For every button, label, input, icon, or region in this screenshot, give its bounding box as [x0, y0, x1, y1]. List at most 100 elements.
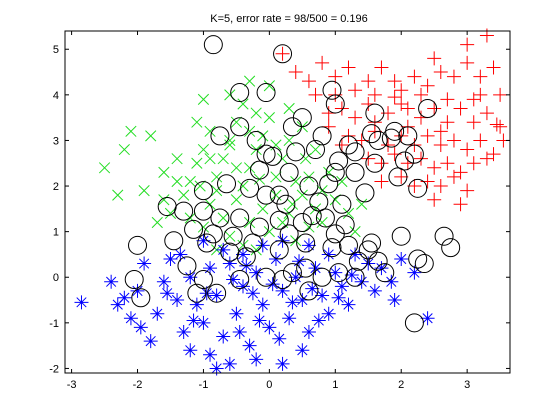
star-point: [74, 295, 89, 310]
star-point: [268, 252, 283, 266]
misclassified-circle: [362, 233, 382, 253]
misclassified-circle: [256, 185, 276, 205]
misclassified-circle: [345, 142, 365, 162]
x-point: [316, 216, 328, 229]
x-point: [191, 116, 203, 128]
x-point: [263, 112, 275, 124]
plus-point: [433, 179, 448, 194]
misclassified-circle: [273, 44, 293, 64]
y-tick-label: -2: [49, 363, 59, 375]
star-point: [173, 247, 188, 262]
plus-point: [315, 55, 330, 70]
x-point: [283, 134, 295, 147]
star-point: [334, 279, 349, 294]
star-point: [407, 265, 422, 280]
misclassified-circle: [279, 162, 299, 182]
x-point: [138, 184, 150, 197]
x-point: [257, 203, 269, 215]
plus-point: [460, 55, 475, 70]
plus-point: [275, 46, 290, 61]
misclassified-circle: [256, 83, 276, 103]
x-point: [349, 226, 361, 238]
misclassified-circle: [338, 135, 358, 155]
x-point: [237, 180, 249, 192]
plus-point: [473, 69, 488, 84]
misclassified-circle: [312, 267, 332, 287]
misclassified-circle: [408, 249, 428, 269]
star-point: [130, 283, 145, 298]
misclassified-circle: [292, 213, 312, 233]
x-point: [237, 98, 249, 110]
star-point: [288, 270, 303, 285]
x-point: [270, 171, 282, 183]
star-point: [311, 313, 326, 328]
star-point: [245, 286, 260, 301]
misclassified-circle: [312, 126, 332, 146]
star-point: [252, 313, 267, 328]
misclassified-circle: [299, 176, 319, 196]
star-point: [186, 313, 201, 328]
plus-point: [433, 65, 448, 80]
misclassified-circle: [329, 151, 349, 171]
star-point: [295, 343, 310, 358]
x-tick-label: 0: [266, 379, 272, 391]
plus-point: [341, 60, 356, 75]
misclassified-circle: [203, 35, 223, 55]
plus-point: [446, 169, 461, 184]
plus-point: [387, 74, 402, 89]
plus-point: [440, 92, 455, 107]
plus-point: [493, 87, 508, 102]
star-point: [331, 290, 346, 305]
plus-point: [374, 174, 389, 189]
misclassified-circle: [362, 124, 382, 144]
plus-point: [361, 151, 376, 166]
misclassified-circle: [332, 194, 352, 214]
plus-point: [427, 192, 442, 207]
star-point: [196, 233, 211, 248]
star-point: [117, 290, 132, 305]
plus-point: [387, 90, 402, 105]
misclassified-circle: [335, 215, 355, 235]
plus-point: [460, 37, 475, 52]
x-point: [164, 207, 177, 220]
misclassified-circle: [124, 270, 144, 290]
x-point: [290, 175, 302, 188]
misclassified-circle: [368, 251, 388, 271]
plus-point: [453, 101, 468, 116]
misclassified-circle: [296, 258, 316, 278]
misclassified-circle: [184, 219, 204, 239]
plus-point: [387, 147, 402, 162]
star-point: [321, 306, 336, 321]
x-point: [191, 157, 203, 169]
plus-point: [440, 115, 455, 130]
x-tick-label: 2: [398, 379, 404, 391]
x-point: [286, 198, 299, 210]
x-point: [243, 125, 256, 137]
plus-point: [446, 133, 461, 148]
misclassified-circle: [240, 178, 260, 198]
x-point: [250, 244, 262, 256]
star-point: [236, 247, 250, 262]
misclassified-circle: [309, 192, 329, 212]
misclassified-circle: [157, 197, 177, 217]
plus-point: [486, 60, 501, 75]
y-tick-label: 2: [53, 181, 59, 193]
star-point: [209, 361, 224, 376]
misclassified-circle: [197, 233, 217, 253]
star-point: [110, 297, 125, 312]
star-point: [189, 297, 204, 312]
star-point: [232, 324, 247, 339]
star-point: [249, 352, 264, 367]
misclassified-circle: [269, 185, 289, 205]
misclassified-circle: [302, 206, 322, 226]
misclassified-circle: [368, 130, 388, 150]
misclassified-circle: [296, 233, 316, 253]
x-point: [217, 212, 229, 224]
x-point: [243, 75, 256, 87]
x-point: [336, 175, 348, 188]
plus-point: [493, 119, 508, 134]
x-point: [230, 194, 243, 206]
x-point: [125, 125, 137, 137]
x-point: [158, 166, 170, 178]
